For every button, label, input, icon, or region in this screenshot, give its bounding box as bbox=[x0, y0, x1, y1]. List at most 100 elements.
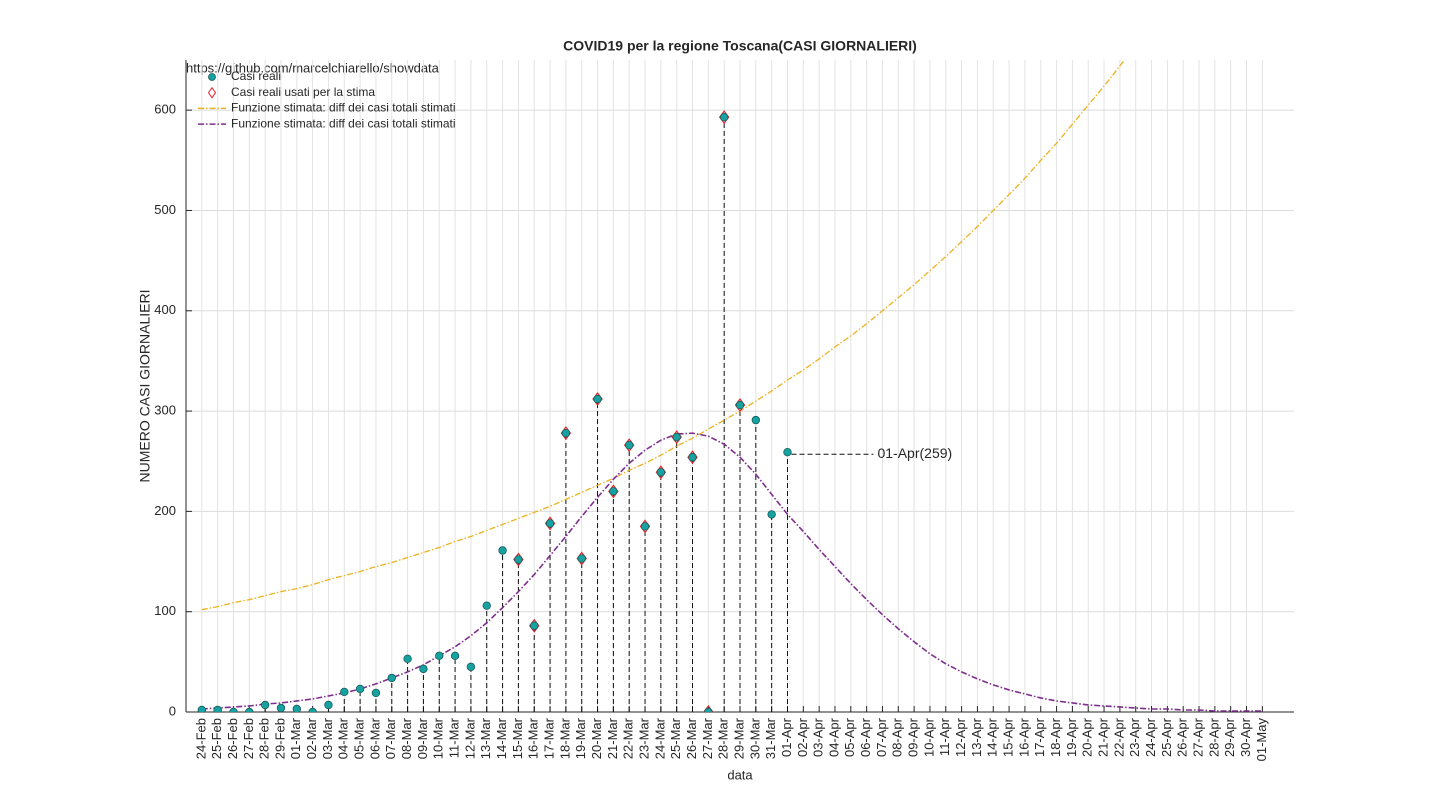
x-tick-label: 23-Apr bbox=[1127, 717, 1142, 757]
data-point bbox=[545, 519, 555, 528]
data-point bbox=[229, 707, 238, 712]
fit-line bbox=[201, 60, 1126, 611]
data-point bbox=[292, 704, 301, 712]
x-tick-label: 04-Mar bbox=[336, 717, 351, 759]
x-tick-label: 30-Apr bbox=[1238, 717, 1253, 757]
y-tick-label: 600 bbox=[154, 102, 176, 117]
x-tick-label: 29-Mar bbox=[731, 717, 746, 759]
x-tick-label: 04-Apr bbox=[826, 717, 841, 757]
x-tick-label: 20-Apr bbox=[1080, 717, 1095, 757]
legend-label: Casi reali bbox=[231, 69, 281, 83]
data-point bbox=[371, 688, 381, 698]
data-point bbox=[609, 487, 618, 496]
x-tick-label: 27-Mar bbox=[700, 717, 715, 759]
data-point bbox=[735, 400, 745, 410]
x-tick-label: 06-Apr bbox=[858, 717, 873, 757]
x-tick-label: 29-Feb bbox=[272, 718, 287, 759]
x-tick-label: 07-Apr bbox=[874, 717, 889, 757]
x-tick-label: 28-Feb bbox=[257, 718, 272, 759]
fit-line bbox=[201, 432, 1263, 712]
legend-label: Funzione stimata: diff dei casi totali s… bbox=[231, 116, 456, 130]
data-point bbox=[260, 700, 270, 710]
data-point bbox=[498, 546, 507, 555]
data-point bbox=[561, 428, 571, 438]
x-tick-label: 26-Apr bbox=[1175, 717, 1190, 757]
legend-label: Funzione stimata: diff dei casi totali s… bbox=[231, 101, 456, 115]
x-tick-label: 26-Feb bbox=[225, 718, 240, 759]
x-tick-label: 02-Apr bbox=[795, 717, 810, 757]
x-tick-label: 18-Mar bbox=[557, 717, 572, 759]
x-tick-label: 20-Mar bbox=[589, 717, 604, 759]
plot-area bbox=[197, 60, 1263, 712]
x-tick-label: 21-Apr bbox=[1095, 717, 1110, 757]
data-point bbox=[530, 621, 539, 630]
data-point bbox=[403, 654, 412, 664]
data-point bbox=[783, 448, 792, 457]
x-tick-label: 19-Mar bbox=[573, 717, 588, 759]
x-tick-label: 31-Mar bbox=[763, 717, 778, 759]
x-tick-label: 22-Apr bbox=[1111, 717, 1126, 757]
data-point bbox=[324, 700, 333, 710]
x-tick-label: 16-Apr bbox=[1016, 717, 1031, 757]
x-tick-label: 09-Apr bbox=[906, 717, 921, 757]
x-tick-label: 21-Mar bbox=[605, 717, 620, 759]
x-tick-label: 18-Apr bbox=[1048, 717, 1063, 757]
y-tick-label: 400 bbox=[154, 302, 176, 317]
x-tick-label: 11-Apr bbox=[937, 717, 952, 756]
x-tick-label: 17-Apr bbox=[1032, 717, 1047, 757]
y-tick-label: 100 bbox=[154, 603, 176, 618]
annotation: 01-Apr(259) bbox=[877, 445, 952, 461]
x-tick-label: 11-Mar bbox=[447, 717, 462, 758]
x-tick-label: 24-Apr bbox=[1143, 717, 1158, 757]
x-tick-label: 25-Mar bbox=[668, 717, 683, 759]
x-tick-label: 24-Feb bbox=[193, 718, 208, 759]
x-tick-label: 13-Mar bbox=[478, 717, 493, 759]
data-point bbox=[719, 112, 729, 122]
x-tick-label: 28-Apr bbox=[1206, 717, 1221, 757]
x-tick-label: 15-Apr bbox=[1001, 717, 1016, 757]
x-axis-label: data bbox=[727, 767, 753, 782]
data-point bbox=[308, 707, 317, 712]
data-point bbox=[751, 415, 761, 425]
data-point bbox=[355, 684, 365, 694]
data-point bbox=[466, 662, 476, 672]
data-point bbox=[640, 522, 650, 531]
x-tick-label: 08-Mar bbox=[399, 717, 414, 759]
data-point bbox=[450, 651, 460, 661]
data-point bbox=[625, 440, 634, 450]
x-tick-label: 17-Mar bbox=[541, 717, 556, 759]
legend-marker bbox=[208, 73, 216, 81]
x-tick-label: 27-Feb bbox=[241, 718, 256, 759]
data-point bbox=[419, 664, 428, 674]
x-tick-label: 25-Apr bbox=[1159, 717, 1174, 757]
x-tick-label: 05-Apr bbox=[842, 717, 857, 757]
x-tick-label: 13-Apr bbox=[969, 717, 984, 757]
data-point bbox=[688, 453, 697, 462]
data-point bbox=[245, 707, 254, 712]
x-tick-label: 02-Mar bbox=[304, 717, 319, 759]
data-point bbox=[593, 394, 602, 404]
data-point bbox=[704, 707, 713, 712]
x-tick-label: 16-Mar bbox=[526, 717, 541, 759]
data-point bbox=[767, 510, 776, 519]
x-tick-label: 24-Mar bbox=[652, 717, 667, 759]
data-point bbox=[656, 468, 666, 477]
x-tick-label: 26-Mar bbox=[684, 717, 699, 759]
x-tick-label: 05-Mar bbox=[352, 717, 367, 759]
x-tick-label: 12-Apr bbox=[953, 717, 968, 757]
x-tick-label: 01-Apr bbox=[779, 717, 794, 757]
y-tick-label: 300 bbox=[154, 403, 176, 418]
data-point bbox=[672, 432, 681, 442]
data-point bbox=[514, 555, 523, 564]
data-point bbox=[197, 705, 207, 712]
x-tick-label: 03-Apr bbox=[811, 717, 826, 757]
legend-label: Casi reali usati per la stima bbox=[231, 85, 375, 99]
x-tick-label: 29-Apr bbox=[1222, 717, 1237, 757]
x-tick-label: 07-Mar bbox=[383, 717, 398, 759]
x-tick-label: 12-Mar bbox=[462, 717, 477, 759]
data-point bbox=[482, 601, 491, 610]
x-tick-label: 19-Apr bbox=[1064, 717, 1079, 757]
x-tick-label: 30-Mar bbox=[747, 717, 762, 759]
x-tick-label: 23-Mar bbox=[636, 717, 651, 759]
